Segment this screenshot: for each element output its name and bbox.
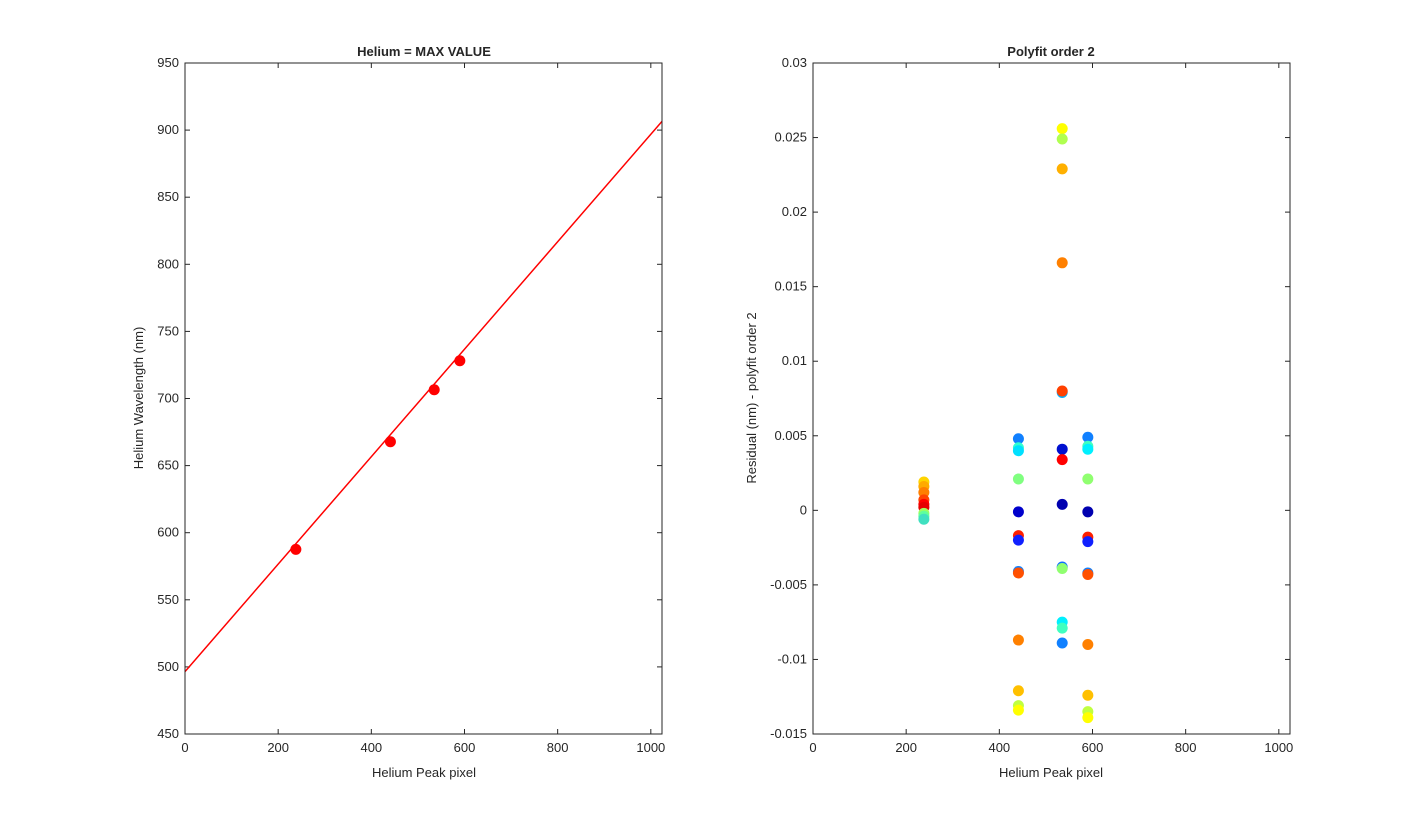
y-tick-label: -0.01 — [777, 651, 807, 666]
y-tick-label: 0.02 — [782, 204, 807, 219]
plot-title: Helium = MAX VALUE — [357, 44, 491, 59]
y-tick-label: 0 — [800, 502, 807, 517]
residual-point — [1056, 163, 1068, 175]
residual-point — [1056, 562, 1068, 574]
x-tick-label: 800 — [547, 740, 569, 755]
data-point — [290, 543, 302, 555]
x-axis-label: Helium Peak pixel — [999, 765, 1103, 780]
y-axis-label: Residual (nm) - polyfit order 2 — [744, 312, 759, 483]
residual-point — [1056, 257, 1068, 269]
y-tick-label: -0.015 — [770, 726, 807, 741]
x-tick-label: 1000 — [636, 740, 665, 755]
x-tick-label: 0 — [181, 740, 188, 755]
residual-point — [1082, 568, 1094, 580]
x-axis-label: Helium Peak pixel — [372, 765, 476, 780]
y-tick-label: 950 — [157, 55, 179, 70]
data-point — [454, 355, 466, 367]
x-tick-label: 200 — [267, 740, 289, 755]
x-tick-label: 800 — [1175, 740, 1197, 755]
y-tick-label: 550 — [157, 592, 179, 607]
residual-point — [1056, 123, 1068, 135]
residual-point — [1056, 498, 1068, 510]
plot-area — [185, 120, 662, 673]
residual-point — [1056, 637, 1068, 649]
residual-point — [1012, 685, 1024, 697]
x-tick-label: 200 — [895, 740, 917, 755]
x-tick-label: 400 — [360, 740, 382, 755]
y-tick-label: 700 — [157, 391, 179, 406]
y-tick-label: 650 — [157, 458, 179, 473]
residual-point — [1082, 443, 1094, 455]
residual-point — [1082, 536, 1094, 548]
tick-group: 0 200 400 600 800 1000 -0.015 -0.01 -0.005 0 0.005… — [770, 55, 1293, 755]
residual-point — [1056, 385, 1068, 397]
residual-point — [1012, 445, 1024, 457]
x-tick-label: 1000 — [1264, 740, 1293, 755]
y-tick-label: 850 — [157, 189, 179, 204]
y-tick-label: -0.005 — [770, 577, 807, 592]
residual-point — [1056, 133, 1068, 145]
tick-group: 0 200 400 600 800 1000 450 500 550 600 650 700 750 80… — [157, 55, 665, 755]
y-tick-label: 0.01 — [782, 353, 807, 368]
residual-point — [1082, 639, 1094, 651]
residual-point — [1012, 704, 1024, 716]
axes-box — [184, 62, 663, 735]
x-tick-label: 600 — [1082, 740, 1104, 755]
x-tick-label: 0 — [809, 740, 816, 755]
y-tick-label: 900 — [157, 122, 179, 137]
y-tick-label: 0.03 — [782, 55, 807, 70]
y-tick-label: 450 — [157, 726, 179, 741]
residual-point — [1082, 473, 1094, 485]
residual-point — [1012, 433, 1024, 445]
fit-line — [185, 120, 662, 673]
y-axis-label: Helium Wavelength (nm) — [131, 327, 146, 470]
residual-point — [1012, 473, 1024, 485]
data-point — [384, 436, 396, 448]
y-tick-label: 600 — [157, 525, 179, 540]
residual-point — [1082, 689, 1094, 701]
y-tick-label: 500 — [157, 659, 179, 674]
plot-title: Polyfit order 2 — [1007, 44, 1094, 59]
residual-point — [1012, 567, 1024, 579]
y-tick-label: 750 — [157, 323, 179, 338]
residual-point — [1012, 534, 1024, 546]
residual-point — [1082, 431, 1094, 443]
y-tick-label: 0.025 — [774, 130, 807, 145]
y-tick-label: 0.015 — [774, 279, 807, 294]
x-tick-label: 400 — [988, 740, 1010, 755]
plot-helium-wavelength: Helium = MAX VALUE 0 200 400 600 800 1000 450 5… — [131, 44, 665, 780]
residual-point — [918, 513, 930, 525]
y-tick-label: 0.005 — [774, 428, 807, 443]
data-point — [428, 384, 440, 396]
plot-area — [918, 123, 1094, 724]
residual-point — [1056, 622, 1068, 634]
axes-box — [812, 62, 1291, 735]
residual-point — [1012, 506, 1024, 518]
y-tick-label: 800 — [157, 256, 179, 271]
residual-point — [1082, 506, 1094, 518]
residual-point — [1082, 712, 1094, 724]
residual-point — [1012, 634, 1024, 646]
plot-residuals: Polyfit order 2 0 200 400 600 800 1000 -0.015 -… — [744, 44, 1293, 780]
residual-point — [1056, 454, 1068, 466]
x-tick-label: 600 — [454, 740, 476, 755]
residual-point — [1056, 443, 1068, 455]
